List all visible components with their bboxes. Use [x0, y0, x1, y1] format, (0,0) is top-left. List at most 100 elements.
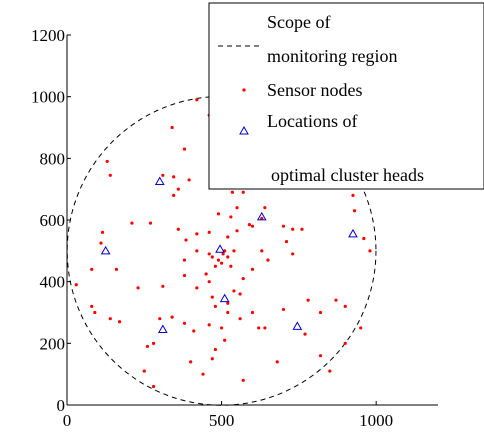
sensor-node-point — [284, 239, 289, 244]
sensor-node-point — [158, 317, 162, 321]
sensor-node-point — [182, 321, 187, 325]
sensor-node-point — [74, 283, 78, 287]
sensor-node-point — [207, 252, 211, 256]
sensor-node-point — [210, 357, 214, 361]
axes: 0 500 1000 0 200 400 600 800 1000 1200 — [31, 26, 438, 430]
sensor-node-point — [266, 258, 270, 262]
sensor-node-point — [182, 147, 187, 151]
sensor-node-point — [219, 261, 224, 265]
sensor-node-point — [145, 344, 149, 349]
sensor-node-point — [170, 125, 174, 130]
sensor-node-point — [250, 267, 255, 271]
sensor-node-point — [207, 280, 211, 284]
sensor-node-point — [291, 227, 295, 231]
sensor-node-point — [136, 286, 140, 290]
sensor-node-point — [247, 223, 252, 227]
sensor-node-point — [210, 295, 214, 299]
sensor-node-point — [232, 289, 236, 293]
sensor-node-point — [260, 249, 264, 253]
sensor-node-point — [291, 252, 295, 256]
x-tick-label: 1000 — [359, 411, 393, 430]
sensor-node-point — [184, 238, 188, 242]
cluster-head-point — [256, 211, 267, 221]
sensor-node-point — [230, 190, 235, 194]
legend-entry-1-line-1: Scope of — [267, 12, 330, 32]
y-tick-label: 200 — [40, 334, 66, 353]
sensor-node-point — [216, 258, 221, 262]
cluster-head-point — [215, 244, 225, 253]
sensor-node-point — [281, 307, 286, 312]
sensor-node-point — [207, 230, 211, 234]
sensor-node-point — [238, 292, 242, 296]
sensor-node-point — [351, 193, 355, 197]
sensor-node-point — [117, 320, 122, 324]
sensor-node-point — [213, 347, 217, 352]
sensor-node-point — [189, 360, 193, 364]
sensor-node-point — [216, 212, 221, 216]
y-tick-label: 1200 — [31, 26, 65, 45]
cluster-head-point — [100, 245, 111, 255]
sensor-node-point — [182, 273, 187, 278]
sensor-node-point — [343, 304, 347, 308]
sensor-node-point — [229, 264, 233, 268]
sensor-node-point — [210, 255, 214, 259]
sensor-node-point — [105, 159, 109, 164]
sensor-node-point — [359, 326, 363, 330]
sensor-node-point — [263, 326, 267, 330]
sensor-node-point — [318, 310, 323, 315]
sensor-node-point — [334, 298, 338, 302]
sensor-node-point — [343, 341, 347, 345]
monitoring-region-circle — [66, 95, 377, 406]
sensor-node-point — [151, 341, 156, 345]
sensor-node-point — [90, 304, 94, 308]
sensor-node-point — [130, 221, 134, 225]
sensor-node-point — [182, 258, 187, 262]
y-tick-label: 600 — [40, 211, 66, 230]
cluster-heads-series — [100, 114, 358, 333]
sensor-node-point — [250, 310, 255, 315]
sensor-node-point — [257, 326, 261, 330]
sensor-node-point — [161, 284, 165, 288]
sensor-node-point — [318, 354, 323, 358]
sensor-node-point — [151, 384, 156, 389]
sensor-node-point — [170, 315, 174, 319]
sensor-node-point — [207, 323, 211, 327]
cluster-head-point — [292, 321, 303, 330]
sensor-node-point — [172, 175, 176, 179]
legend-entry-2-line-1: Sensor nodes — [267, 80, 363, 100]
cluster-head-point — [348, 228, 358, 238]
sensor-node-point — [195, 98, 199, 102]
y-tick-label: 0 — [57, 396, 66, 415]
sensor-node-point — [229, 215, 233, 219]
sensor-node-point — [219, 326, 224, 330]
cluster-head-point — [154, 176, 165, 185]
y-tick-label: 800 — [40, 149, 66, 168]
y-ticks: 0 200 400 600 800 1000 1200 — [31, 26, 71, 415]
legend-entry-3-line-1: Locations of — [267, 111, 357, 131]
plot-area — [66, 95, 377, 406]
sensor-node-point — [368, 249, 372, 253]
sensor-node-point — [161, 173, 165, 177]
x-tick-label: 0 — [63, 411, 72, 430]
sensor-node-point — [260, 216, 264, 221]
legend-entry-3-line-2: optimal cluster heads — [271, 165, 424, 185]
sensor-node-point — [99, 241, 103, 245]
sensor-node-point — [204, 272, 208, 276]
legend-triangle-icon — [239, 125, 249, 135]
y-tick-label: 400 — [40, 273, 66, 292]
sensor-node-point — [281, 224, 286, 228]
sensor-node-point — [187, 178, 191, 182]
sensor-node-point — [306, 298, 310, 302]
sensor-node-point — [90, 267, 94, 271]
sensor-node-point — [275, 360, 279, 364]
sensor-node-point — [226, 301, 230, 305]
sensor-node-point — [142, 369, 146, 373]
sensor-node-point — [195, 232, 199, 236]
sensor-node-point — [226, 255, 230, 259]
sensor-node-point — [114, 267, 119, 271]
legend-box — [208, 2, 484, 190]
sensor-node-point — [232, 249, 236, 253]
sensor-node-point — [300, 227, 304, 231]
y-tick-label: 1000 — [31, 88, 65, 107]
